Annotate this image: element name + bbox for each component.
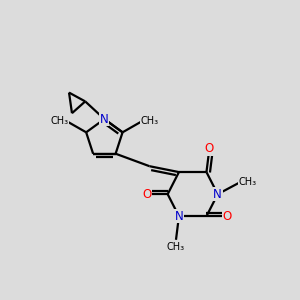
Text: CH₃: CH₃: [141, 116, 159, 125]
Text: O: O: [205, 142, 214, 155]
Text: O: O: [142, 188, 152, 201]
Text: N: N: [100, 112, 109, 126]
Text: CH₃: CH₃: [238, 177, 256, 188]
Text: N: N: [175, 210, 183, 223]
Text: N: N: [213, 188, 222, 201]
Text: CH₃: CH₃: [50, 116, 68, 125]
Text: O: O: [222, 210, 232, 223]
Text: CH₃: CH₃: [167, 242, 185, 252]
